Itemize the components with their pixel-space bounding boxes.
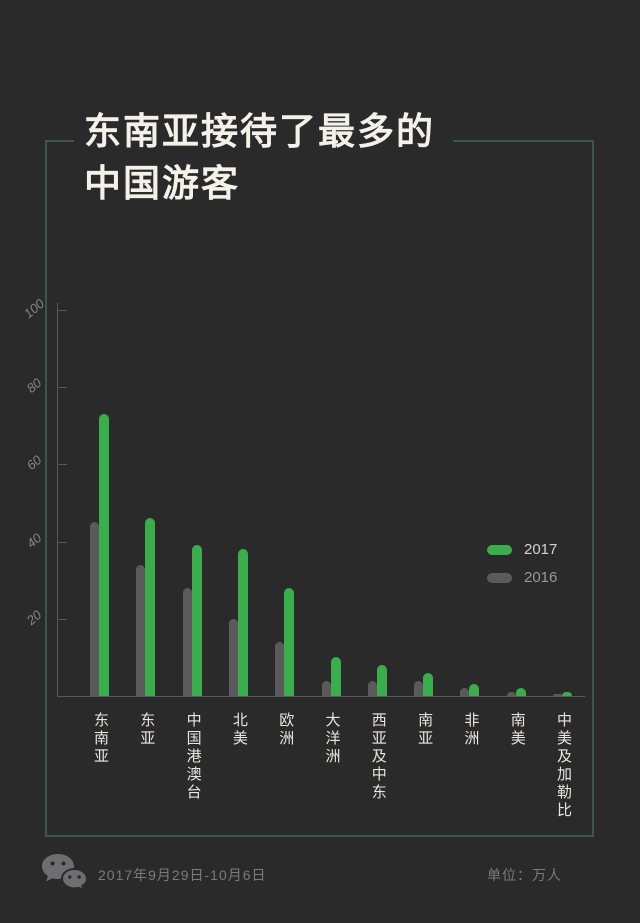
category-label-9: 非洲 — [462, 712, 480, 748]
legend-label-2016: 2016 — [524, 569, 558, 586]
footer-unit-label: 单位：万人 — [487, 867, 562, 883]
bar-2016-3 — [182, 587, 192, 696]
bar-2017-2 — [145, 518, 156, 696]
category-label-6: 大洋洲 — [323, 712, 341, 766]
bar-2017-8 — [423, 672, 434, 696]
category-label-11: 中美及加勒比 — [555, 712, 572, 820]
chart-legend: 2017 2016 — [487, 541, 557, 597]
footer-date-range: 2017年9月29日-10月6日 — [98, 867, 267, 883]
category-label-7: 西亚及中东 — [369, 712, 387, 802]
x-axis — [57, 696, 585, 697]
y-axis — [57, 303, 58, 696]
bar-2017-1 — [99, 414, 109, 696]
bar-2017-7 — [376, 665, 387, 696]
category-label-2: 东亚 — [138, 712, 156, 748]
legend-item-2017: 2017 — [487, 541, 557, 558]
y-tick-20 — [58, 618, 67, 620]
bar-2017-11 — [562, 692, 572, 696]
category-label-8: 南亚 — [416, 712, 434, 748]
y-tick-60 — [58, 464, 67, 466]
legend-label-2017: 2017 — [524, 541, 558, 558]
chart-title-line-2: 中国游客 — [84, 163, 240, 204]
bar-2016-8 — [414, 680, 424, 696]
bar-2016-9 — [460, 688, 470, 696]
chart-title-line-1: 东南亚接待了最多的 — [84, 111, 435, 152]
bar-2017-10 — [515, 688, 526, 696]
legend-swatch-2016 — [487, 572, 512, 583]
bar-2016-6 — [321, 680, 331, 696]
bar-2016-5 — [275, 641, 285, 696]
bar-2016-2 — [136, 564, 146, 696]
wechat-icon — [42, 854, 89, 893]
bar-2016-7 — [367, 680, 377, 696]
category-label-3: 中国港澳台 — [184, 712, 202, 802]
category-label-5: 欧洲 — [277, 712, 295, 748]
bar-2016-10 — [506, 692, 516, 696]
category-label-1: 东南亚 — [92, 712, 109, 766]
category-label-10: 南美 — [508, 712, 526, 748]
legend-item-2016: 2016 — [487, 569, 557, 586]
bar-2016-1 — [90, 522, 99, 696]
chart-title: 东南亚接待了最多的 中国游客 — [74, 100, 453, 222]
y-tick-100 — [58, 310, 67, 311]
legend-swatch-2017 — [487, 544, 512, 555]
y-tick-80 — [58, 387, 67, 389]
bar-2016-11 — [553, 694, 562, 696]
category-label-4: 北美 — [230, 712, 248, 748]
bar-2017-3 — [191, 545, 202, 696]
bar-2017-9 — [469, 684, 480, 696]
y-tick-40 — [58, 541, 67, 543]
bar-2017-4 — [237, 549, 248, 696]
bar-2017-5 — [284, 587, 295, 696]
bar-2016-4 — [228, 618, 238, 696]
bar-2017-6 — [330, 657, 341, 696]
